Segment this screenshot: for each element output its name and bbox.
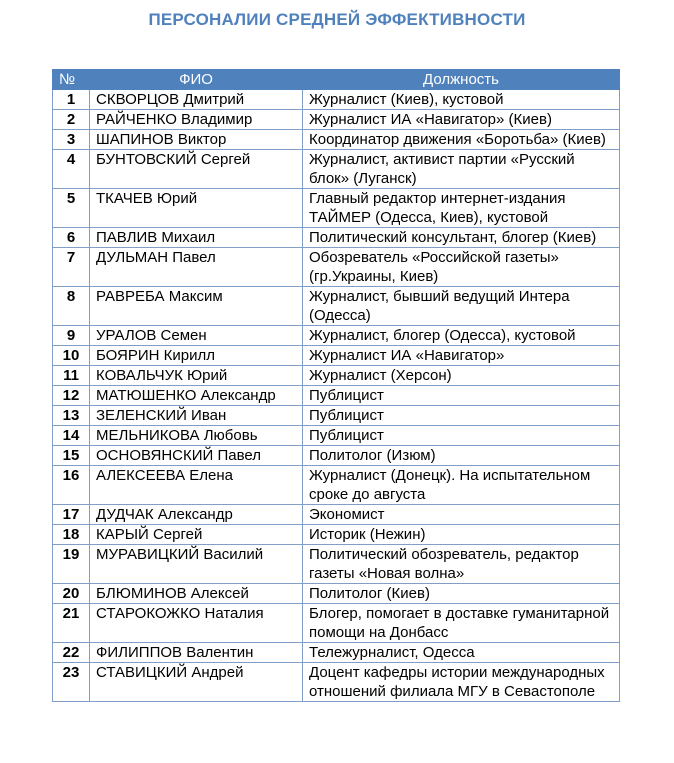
table-row: 3 ШАПИНОВ Виктор Координатор движения «Бор…: [52, 129, 620, 150]
person-position: Журналист (Донецк). На испытательном сро…: [302, 465, 620, 505]
person-name: ШАПИНОВ Виктор: [89, 129, 303, 150]
table-row: 23 СТАВИЦКИЙ Андрей Доцент кафедры истории…: [52, 662, 620, 702]
table-row: 20 БЛЮМИНОВ Алексей Политолог (Киев): [52, 583, 620, 604]
person-name: КОВАЛЬЧУК Юрий: [89, 365, 303, 386]
person-name: ОСНОВЯНСКИЙ Павел: [89, 445, 303, 466]
person-position: Политолог (Изюм): [302, 445, 620, 466]
table-row: 8 РАВРЕБА Максим Журналист, бывший ведущий…: [52, 286, 620, 326]
column-header-position: Должность: [302, 69, 620, 90]
table-row: 13 ЗЕЛЕНСКИЙ Иван Публицист: [52, 405, 620, 426]
row-number: 1: [52, 89, 90, 110]
person-name: СКВОРЦОВ Дмитрий: [89, 89, 303, 110]
person-name: БОЯРИН Кирилл: [89, 345, 303, 366]
table-row: 11 КОВАЛЬЧУК Юрий Журналист (Херсон): [52, 365, 620, 386]
row-number: 8: [52, 286, 90, 326]
person-position: Блогер, помогает в доставке гуманитарной…: [302, 603, 620, 643]
row-number: 22: [52, 642, 90, 663]
table-row: 4 БУНТОВСКИЙ Сергей Журналист, активист па…: [52, 149, 620, 189]
person-name: МУРАВИЦКИЙ Василий: [89, 544, 303, 584]
table-row: 2 РАЙЧЕНКО Владимир Журналист ИА «Навигато…: [52, 109, 620, 130]
person-name: СТАВИЦКИЙ Андрей: [89, 662, 303, 702]
table-row: 21 СТАРОКОЖКО Наталия Блогер, помогает в д…: [52, 603, 620, 643]
table-row: 18 КАРЫЙ Сергей Историк (Нежин): [52, 524, 620, 545]
person-position: Историк (Нежин): [302, 524, 620, 545]
person-position: Журналист ИА «Навигатор» (Киев): [302, 109, 620, 130]
row-number: 14: [52, 425, 90, 446]
row-number: 12: [52, 385, 90, 406]
person-name: ДУДЧАК Александр: [89, 504, 303, 525]
person-position: Публицист: [302, 405, 620, 426]
person-name: МАТЮШЕНКО Александр: [89, 385, 303, 406]
person-name: БУНТОВСКИЙ Сергей: [89, 149, 303, 189]
table-row: 6 ПАВЛИВ Михаил Политический консультант, …: [52, 227, 620, 248]
person-position: Журналист, активист партии «Русский блок…: [302, 149, 620, 189]
person-position: Экономист: [302, 504, 620, 525]
person-position: Журналист (Херсон): [302, 365, 620, 386]
row-number: 10: [52, 345, 90, 366]
row-number: 21: [52, 603, 90, 643]
person-position: Журналист, блогер (Одесса), кустовой: [302, 325, 620, 346]
person-name: АЛЕКСЕЕВА Елена: [89, 465, 303, 505]
person-name: ПАВЛИВ Михаил: [89, 227, 303, 248]
table-row: 5 ТКАЧЕВ Юрий Главный редактор интернет-из…: [52, 188, 620, 228]
row-number: 11: [52, 365, 90, 386]
column-header-num: №: [52, 69, 90, 90]
row-number: 4: [52, 149, 90, 189]
person-position: Главный редактор интернет-издания ТАЙМЕР…: [302, 188, 620, 228]
table-row: 19 МУРАВИЦКИЙ Василий Политический обозрев…: [52, 544, 620, 584]
person-position: Публицист: [302, 425, 620, 446]
person-position: Журналист (Киев), кустовой: [302, 89, 620, 110]
person-position: Политический обозреватель, редактор газе…: [302, 544, 620, 584]
person-position: Политолог (Киев): [302, 583, 620, 604]
table-header-row: № ФИО Должность: [52, 69, 620, 90]
person-position: Обозреватель «Российской газеты» (гр.Укр…: [302, 247, 620, 287]
person-position: Публицист: [302, 385, 620, 406]
personnel-table: № ФИО Должность 1 СКВОРЦОВ Дмитрий Журнали…: [52, 69, 620, 702]
person-name: УРАЛОВ Семен: [89, 325, 303, 346]
row-number: 13: [52, 405, 90, 426]
person-position: Тележурналист, Одесса: [302, 642, 620, 663]
row-number: 3: [52, 129, 90, 150]
row-number: 5: [52, 188, 90, 228]
column-header-name: ФИО: [89, 69, 303, 90]
person-name: МЕЛЬНИКОВА Любовь: [89, 425, 303, 446]
table-row: 7 ДУЛЬМАН Павел Обозреватель «Российской г…: [52, 247, 620, 287]
table-row: 10 БОЯРИН Кирилл Журналист ИА «Навигатор»: [52, 345, 620, 366]
table-row: 17 ДУДЧАК Александр Экономист: [52, 504, 620, 525]
row-number: 7: [52, 247, 90, 287]
table-row: 9 УРАЛОВ Семен Журналист, блогер (Одесса),…: [52, 325, 620, 346]
row-number: 20: [52, 583, 90, 604]
table-row: 15 ОСНОВЯНСКИЙ Павел Политолог (Изюм): [52, 445, 620, 466]
person-position: Журналист, бывший ведущий Интера (Одесса…: [302, 286, 620, 326]
table-row: 16 АЛЕКСЕЕВА Елена Журналист (Донецк). На …: [52, 465, 620, 505]
row-number: 18: [52, 524, 90, 545]
person-name: РАЙЧЕНКО Владимир: [89, 109, 303, 130]
person-position: Доцент кафедры истории международных отн…: [302, 662, 620, 702]
person-name: ФИЛИППОВ Валентин: [89, 642, 303, 663]
row-number: 6: [52, 227, 90, 248]
row-number: 23: [52, 662, 90, 702]
row-number: 9: [52, 325, 90, 346]
person-name: РАВРЕБА Максим: [89, 286, 303, 326]
table-row: 14 МЕЛЬНИКОВА Любовь Публицист: [52, 425, 620, 446]
row-number: 16: [52, 465, 90, 505]
row-number: 17: [52, 504, 90, 525]
person-name: ТКАЧЕВ Юрий: [89, 188, 303, 228]
table-row: 1 СКВОРЦОВ Дмитрий Журналист (Киев), кусто…: [52, 89, 620, 110]
person-name: БЛЮМИНОВ Алексей: [89, 583, 303, 604]
person-name: ДУЛЬМАН Павел: [89, 247, 303, 287]
row-number: 2: [52, 109, 90, 130]
row-number: 15: [52, 445, 90, 466]
page-title: ПЕРСОНАЛИИ СРЕДНЕЙ ЭФФЕКТИВНОСТИ: [148, 10, 526, 29]
person-name: ЗЕЛЕНСКИЙ Иван: [89, 405, 303, 426]
person-name: КАРЫЙ Сергей: [89, 524, 303, 545]
table-row: 12 МАТЮШЕНКО Александр Публицист: [52, 385, 620, 406]
person-name: СТАРОКОЖКО Наталия: [89, 603, 303, 643]
table-row: 22 ФИЛИППОВ Валентин Тележурналист, Одесса: [52, 642, 620, 663]
person-position: Журналист ИА «Навигатор»: [302, 345, 620, 366]
person-position: Политический консультант, блогер (Киев): [302, 227, 620, 248]
person-position: Координатор движения «Боротьба» (Киев): [302, 129, 620, 150]
row-number: 19: [52, 544, 90, 584]
